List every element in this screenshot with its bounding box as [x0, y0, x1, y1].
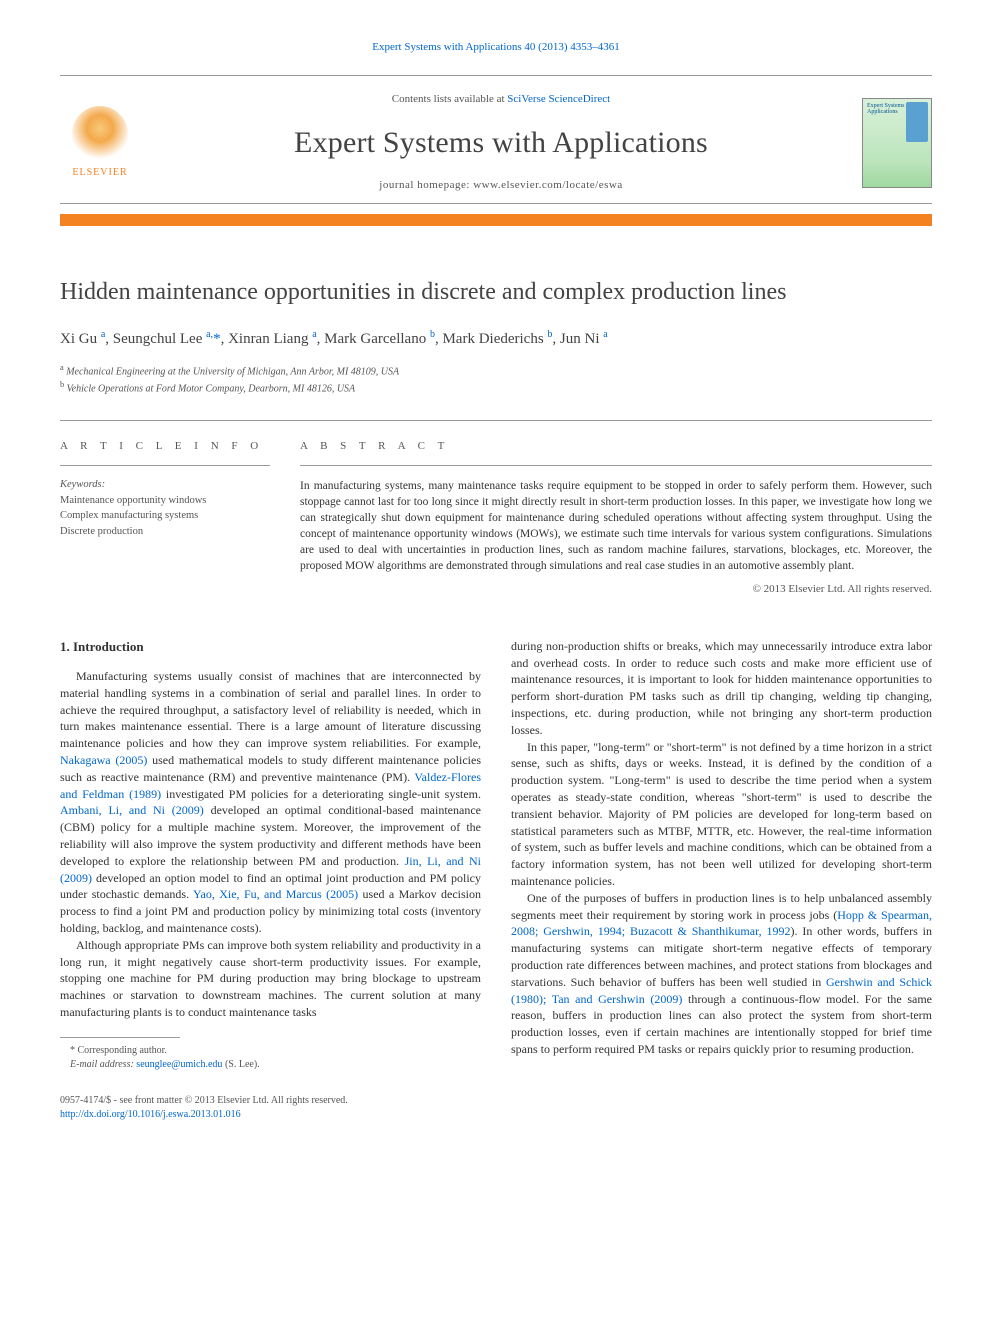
- homepage-url[interactable]: www.elsevier.com/locate/eswa: [473, 179, 623, 191]
- email-link[interactable]: seunglee@umich.edu: [136, 1059, 222, 1070]
- journal-reference: Expert Systems with Applications 40 (201…: [60, 40, 932, 55]
- keyword-3: Discrete production: [60, 524, 270, 540]
- journal-homepage-line: journal homepage: www.elsevier.com/locat…: [140, 178, 862, 193]
- journal-cover-thumbnail: Expert Systems with Applications: [862, 98, 932, 188]
- affiliation-a: a Mechanical Engineering at the Universi…: [60, 362, 932, 379]
- affiliations: a Mechanical Engineering at the Universi…: [60, 362, 932, 397]
- body-columns: 1. Introduction Manufacturing systems us…: [60, 638, 932, 1072]
- body-para-r1: during non-production shifts or breaks, …: [511, 638, 932, 739]
- body-para-r3: One of the purposes of buffers in produc…: [511, 890, 932, 1058]
- abstract-copyright: © 2013 Elsevier Ltd. All rights reserved…: [300, 582, 932, 597]
- doi-link[interactable]: http://dx.doi.org/10.1016/j.eswa.2013.01…: [60, 1109, 241, 1120]
- body-para-l2: Although appropriate PMs can improve bot…: [60, 937, 481, 1021]
- orange-divider-bar: [60, 214, 932, 226]
- body-para-l1: Manufacturing systems usually consist of…: [60, 668, 481, 937]
- article-info-heading: A R T I C L E I N F O: [60, 439, 270, 465]
- contents-list-line: Contents lists available at SciVerse Sci…: [140, 92, 862, 107]
- article-info-column: A R T I C L E I N F O Keywords: Maintena…: [60, 439, 270, 597]
- journal-header: ELSEVIER Contents lists available at Sci…: [60, 75, 932, 204]
- abstract-heading: A B S T R A C T: [300, 439, 932, 465]
- abstract-text: In manufacturing systems, many maintenan…: [300, 478, 932, 575]
- affiliation-b: b Vehicle Operations at Ford Motor Compa…: [60, 379, 932, 396]
- journal-title: Expert Systems with Applications: [140, 122, 862, 164]
- sciencedirect-link[interactable]: SciVerse ScienceDirect: [507, 93, 610, 105]
- keywords-list: Maintenance opportunity windows Complex …: [60, 493, 270, 540]
- keywords-label: Keywords:: [60, 478, 270, 493]
- email-label: E-mail address:: [70, 1059, 134, 1070]
- affiliation-a-text: Mechanical Engineering at the University…: [66, 366, 399, 377]
- info-abstract-row: A R T I C L E I N F O Keywords: Maintena…: [60, 420, 932, 597]
- elsevier-tree-icon: [72, 106, 128, 162]
- email-suffix: (S. Lee).: [225, 1059, 260, 1070]
- article-title: Hidden maintenance opportunities in disc…: [60, 276, 932, 310]
- body-para-r2: In this paper, "long-term" or "short-ter…: [511, 739, 932, 890]
- elsevier-logo: ELSEVIER: [60, 106, 140, 180]
- page-footer: 0957-4174/$ - see front matter © 2013 El…: [60, 1094, 932, 1122]
- author-list: Xi Gu a, Seungchul Lee a,*, Xinran Liang…: [60, 328, 932, 350]
- contents-prefix: Contents lists available at: [392, 93, 507, 105]
- body-right-column: during non-production shifts or breaks, …: [511, 638, 932, 1072]
- email-footnote: E-mail address: seunglee@umich.edu (S. L…: [60, 1058, 481, 1072]
- issn-line: 0957-4174/$ - see front matter © 2013 El…: [60, 1094, 932, 1108]
- corresponding-author-footnote: * Corresponding author.: [60, 1044, 481, 1058]
- elsevier-name: ELSEVIER: [72, 166, 127, 180]
- footnote-separator: [60, 1037, 180, 1038]
- homepage-prefix: journal homepage:: [379, 179, 473, 191]
- abstract-column: A B S T R A C T In manufacturing systems…: [300, 439, 932, 597]
- affiliation-b-text: Vehicle Operations at Ford Motor Company…: [67, 383, 356, 394]
- cover-graphic-icon: [906, 102, 928, 142]
- section-1-heading: 1. Introduction: [60, 638, 481, 656]
- body-left-column: 1. Introduction Manufacturing systems us…: [60, 638, 481, 1072]
- header-center: Contents lists available at SciVerse Sci…: [140, 92, 862, 193]
- keyword-2: Complex manufacturing systems: [60, 508, 270, 524]
- keyword-1: Maintenance opportunity windows: [60, 493, 270, 509]
